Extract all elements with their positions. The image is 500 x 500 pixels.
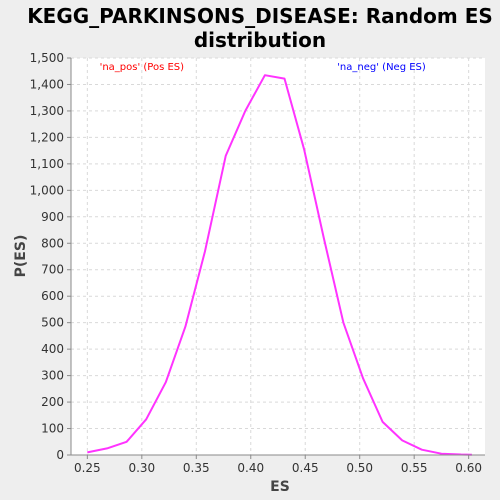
y-tick-label: 900 <box>41 210 64 224</box>
x-tick-label: 0.30 <box>128 461 155 475</box>
chart-title-line-2: distribution <box>194 28 326 52</box>
y-tick-label: 0 <box>56 448 64 462</box>
grid <box>71 57 485 455</box>
x-tick-label: 0.40 <box>237 461 264 475</box>
x-tick-label: 0.50 <box>346 461 373 475</box>
annotations: 'na_pos' (Pos ES) 'na_neg' (Neg ES) <box>100 62 426 73</box>
series-layer <box>87 74 472 456</box>
x-tick-label: 0.45 <box>292 461 319 475</box>
x-tick-label: 0.60 <box>455 461 482 475</box>
plot-area <box>71 58 485 455</box>
annotation-label: 'na_pos' (Pos ES) <box>100 62 185 73</box>
y-axis-ticks: 0 100 200 300 400 500 600 700 800 900 1,000 1,100 1,… <box>30 51 71 462</box>
y-tick-label: 1,100 <box>30 157 64 171</box>
y-tick-label: 1,400 <box>30 77 64 91</box>
y-tick-label: 700 <box>41 263 64 277</box>
y-tick-label: 300 <box>41 369 64 383</box>
y-tick-label: 400 <box>41 342 64 356</box>
x-tick-label: 0.55 <box>401 461 428 475</box>
x-axis-label: ES <box>270 479 290 495</box>
x-tick-label: 0.35 <box>183 461 210 475</box>
y-tick-label: 1,000 <box>30 183 64 197</box>
x-axis-ticks: 0.25 0.30 0.35 0.40 0.45 0.50 0.55 0.60 <box>74 455 482 475</box>
y-tick-label: 1,200 <box>30 130 64 144</box>
chart-title-line-1: KEGG_PARKINSONS_DISEASE: Random ES <box>27 4 493 28</box>
x-tick-label: 0.25 <box>74 461 101 475</box>
y-tick-label: 200 <box>41 395 64 409</box>
annotation-label: 'na_neg' (Neg ES) <box>337 62 426 73</box>
series-line <box>87 74 472 456</box>
y-tick-label: 500 <box>41 316 64 330</box>
y-tick-label: 1,300 <box>30 104 64 118</box>
y-tick-label: 1,500 <box>30 51 64 65</box>
y-axis-label: P(ES) <box>13 235 29 278</box>
y-tick-label: 600 <box>41 289 64 303</box>
y-tick-label: 800 <box>41 236 64 250</box>
y-tick-label: 100 <box>41 422 64 436</box>
